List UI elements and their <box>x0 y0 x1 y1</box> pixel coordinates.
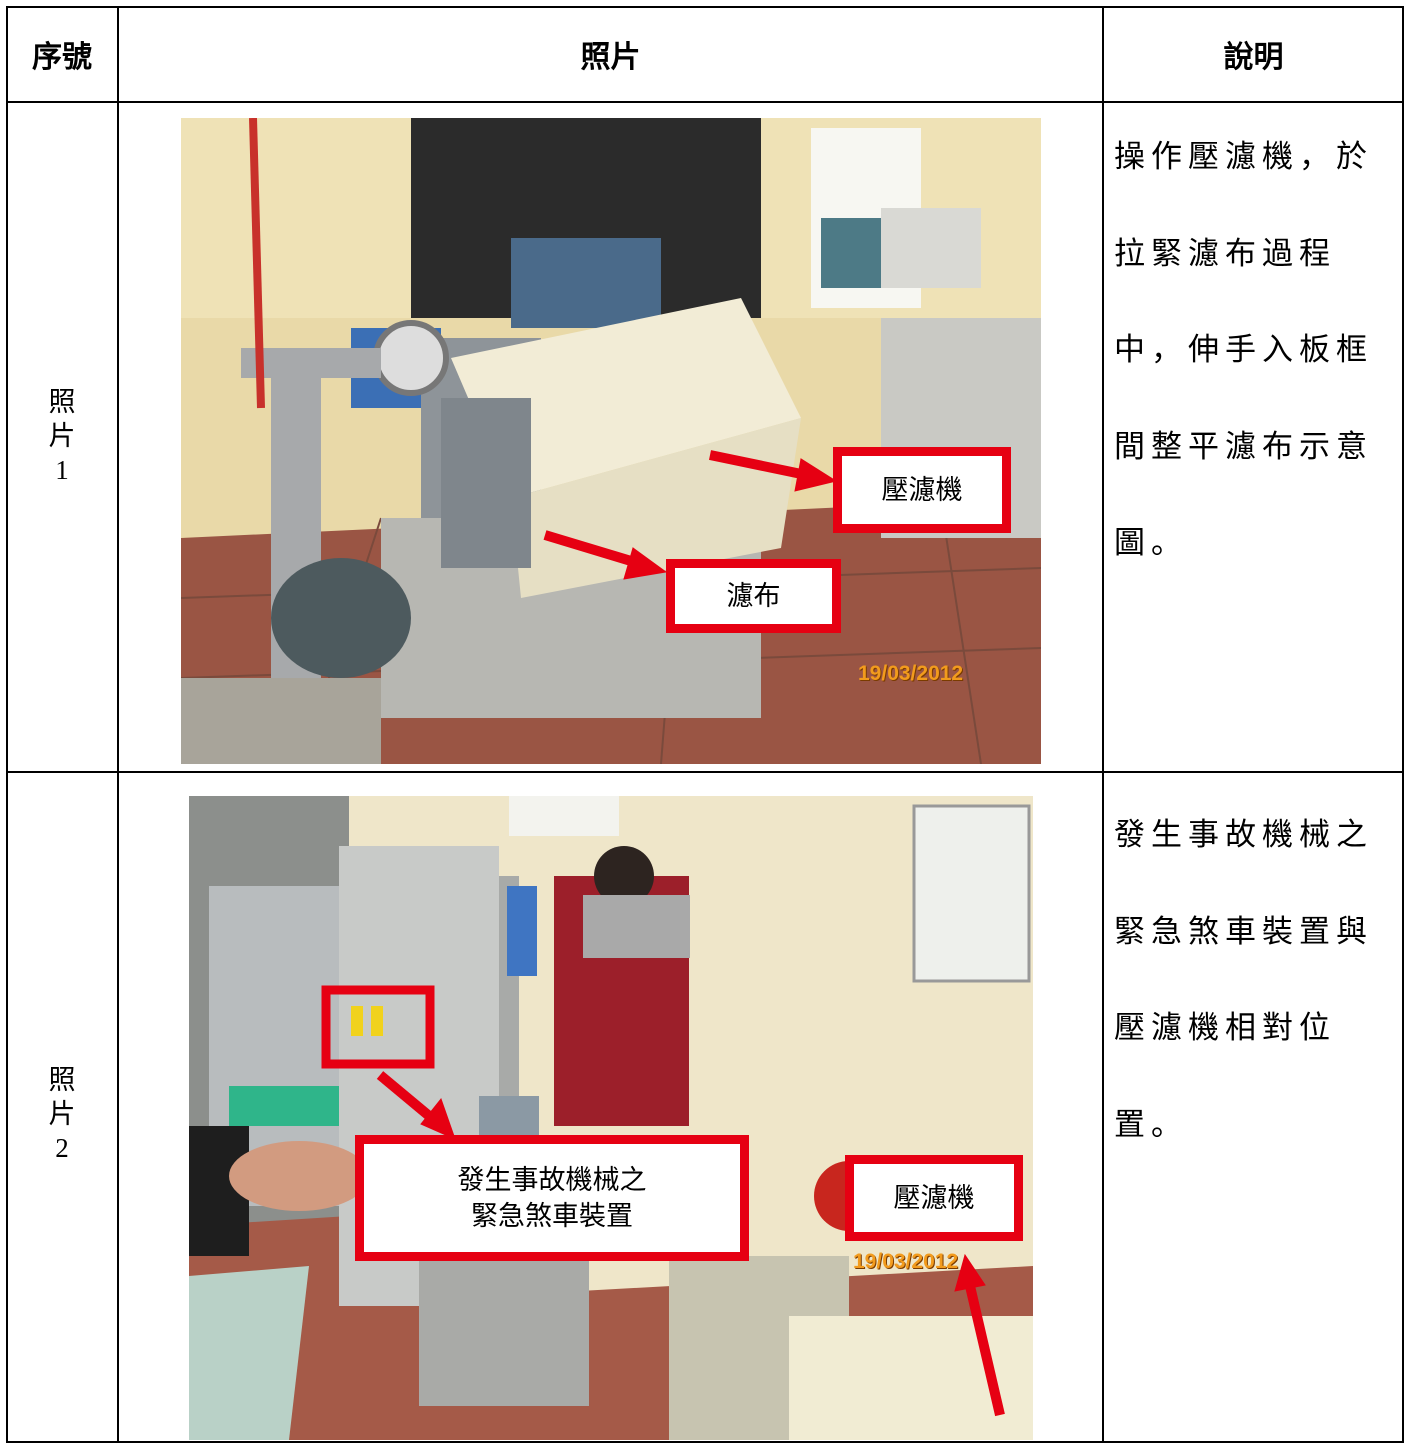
header-cell: 說明 <box>1223 41 1284 74</box>
row-label: 照片1 <box>6 385 118 487</box>
photo-date: 19/03/2012 <box>858 662 964 685</box>
description-line: 中，伸手入板框 <box>1114 332 1373 367</box>
photo-label-line: 緊急煞車裝置 <box>471 1201 633 1231</box>
description-line: 操作壓濾機，於 <box>1114 139 1373 174</box>
border <box>6 1441 1404 1443</box>
border <box>6 6 1404 8</box>
row-label-text: 照片2 <box>48 1065 76 1163</box>
description-line: 壓濾機相對位 <box>1114 1010 1336 1045</box>
border <box>117 6 119 1443</box>
border <box>6 771 1404 773</box>
description-line: 拉緊濾布過程 <box>1114 235 1336 271</box>
photo-label: 壓濾機 <box>845 1155 1023 1241</box>
photo <box>181 118 1041 764</box>
header-cell: 序號 <box>32 41 92 74</box>
border <box>1402 6 1404 1443</box>
description-line: 置。 <box>1114 1106 1188 1142</box>
row-label: 照片2 <box>6 1063 118 1165</box>
photo-label-line: 發生事故機械之 <box>457 1165 647 1195</box>
border <box>6 6 8 1443</box>
border <box>6 101 1404 103</box>
description-line: 緊急煞車裝置與 <box>1114 913 1373 949</box>
photo-label-line: 濾布 <box>726 581 781 611</box>
photo <box>189 796 1033 1440</box>
photo-date: 19/03/2012 <box>853 1250 959 1273</box>
description-line: 間整平濾布示意 <box>1114 428 1373 464</box>
photo-label-line: 壓濾機 <box>893 1183 975 1213</box>
border <box>1102 6 1104 1443</box>
row-label-text: 照片1 <box>48 387 76 485</box>
photo-label: 壓濾機 <box>833 447 1011 533</box>
header-cell: 照片 <box>580 41 641 74</box>
description-line: 圖。 <box>1114 525 1188 560</box>
photo-label: 濾布 <box>666 559 841 633</box>
photo-label-line: 壓濾機 <box>881 475 963 505</box>
description-line: 發生事故機械之 <box>1114 817 1373 852</box>
photo-label: 發生事故機械之 緊急煞車裝置 <box>355 1135 749 1261</box>
